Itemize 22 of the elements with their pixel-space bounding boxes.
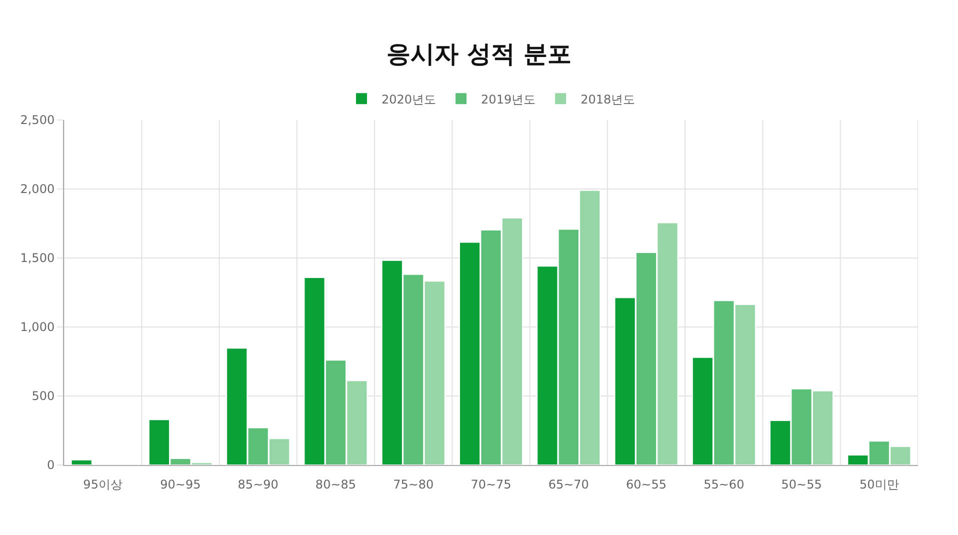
x-tick-label: 50~55 [781,477,822,492]
x-tick-label: 70~75 [470,477,512,492]
x-tick-label: 75~80 [393,477,434,492]
x-tick-label: 65~70 [548,477,589,492]
x-tick-label: 85~90 [238,477,278,492]
chart-title: 응시자 성적 분포 [386,40,572,68]
x-tick-label: 55~60 [704,477,744,492]
x-tick-label: 95이상 [83,477,122,492]
legend-label: 2018년도 [580,92,636,106]
y-tick-label: 2,500 [20,113,55,128]
legend-label: 2020년도 [382,92,436,106]
y-tick-label: 500 [32,389,55,404]
x-tick-label: 60~55 [626,477,667,492]
x-tick-label: 50미만 [860,477,899,492]
y-tick-label: 0 [46,458,55,472]
y-tick-label: 1,500 [20,251,55,266]
x-tick-label: 80~85 [315,477,356,492]
y-tick-label: 1,000 [20,320,55,334]
y-tick-label: 2,000 [20,182,55,196]
x-tick-label: 90~95 [160,477,201,492]
legend-label: 2019년도 [481,92,536,106]
bar [70,459,92,465]
